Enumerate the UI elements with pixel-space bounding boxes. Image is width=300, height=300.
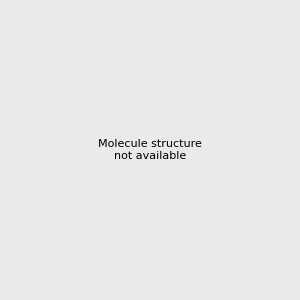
Text: Molecule structure
not available: Molecule structure not available: [98, 139, 202, 161]
